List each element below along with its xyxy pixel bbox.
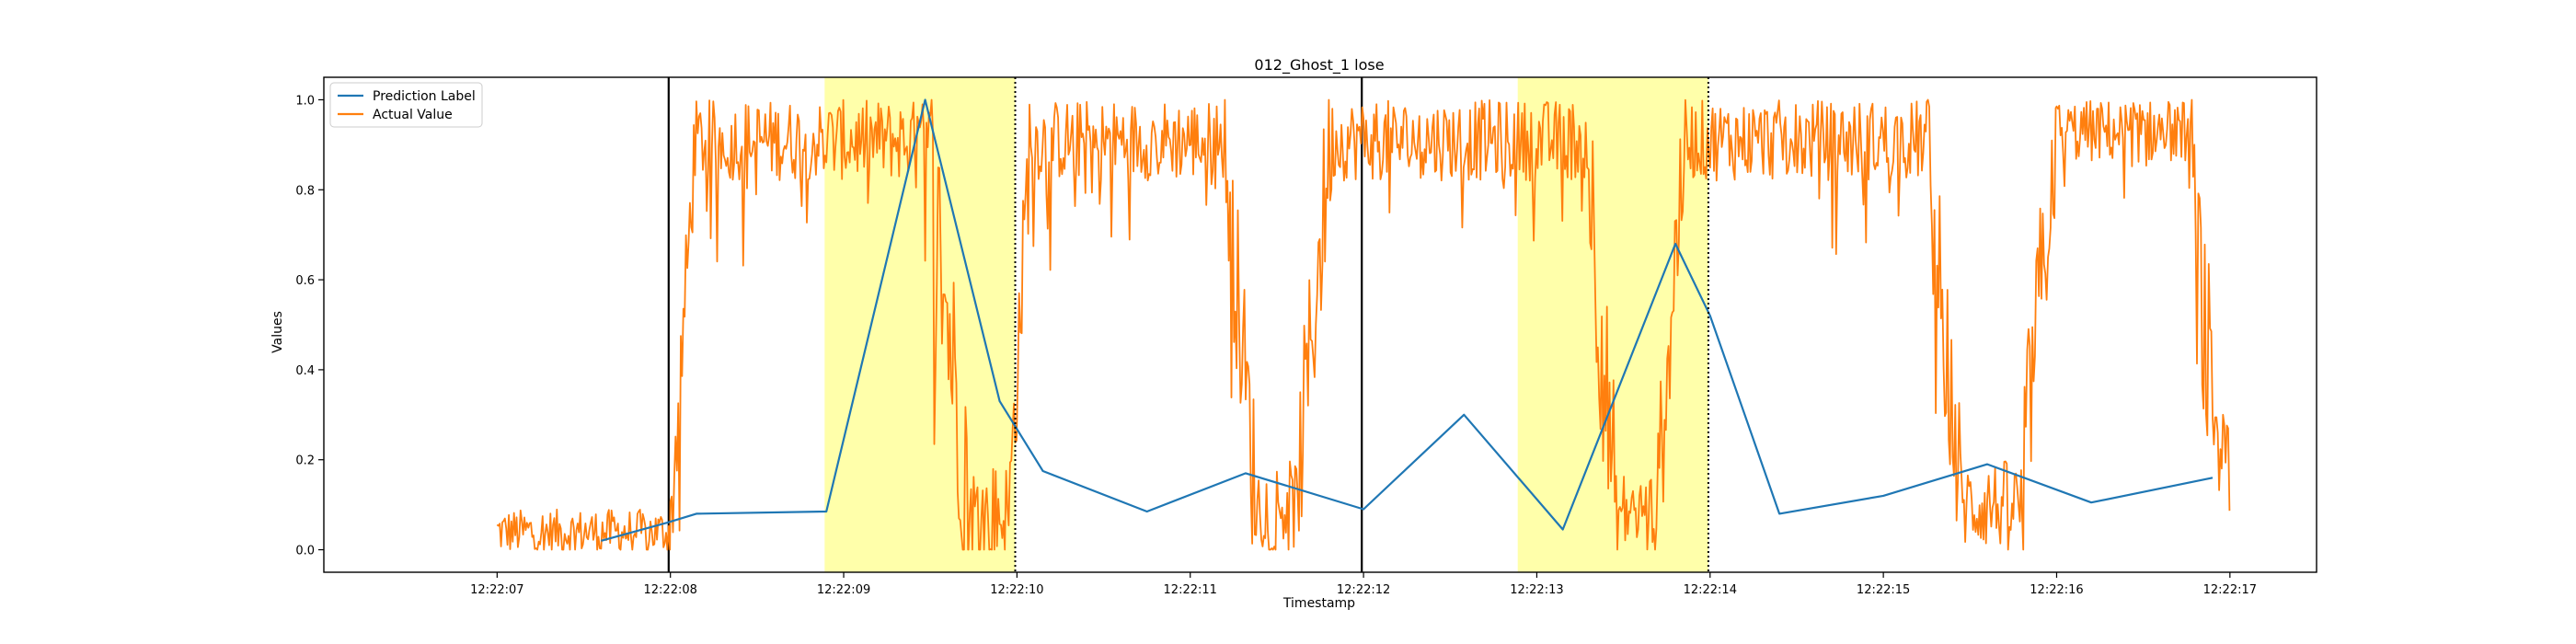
legend-label: Actual Value xyxy=(373,108,453,122)
x-tick-label: 12:22:07 xyxy=(470,583,523,597)
x-tick-label: 12:22:10 xyxy=(990,583,1043,597)
x-tick-label: 12:22:13 xyxy=(1510,583,1563,597)
y-axis-label: Values xyxy=(270,311,285,353)
x-axis-label: Timestamp xyxy=(1282,596,1355,611)
legend: Prediction Label Actual Value xyxy=(329,82,483,128)
y-tick-label: 0.4 xyxy=(295,364,315,378)
y-tick-label: 0.8 xyxy=(295,184,315,198)
y-tick-label: 1.0 xyxy=(295,94,315,108)
legend-box xyxy=(329,82,483,128)
legend-label: Prediction Label xyxy=(373,89,476,104)
x-tick-label: 12:22:08 xyxy=(644,583,697,597)
x-tick-label: 12:22:11 xyxy=(1164,583,1217,597)
highlight-span xyxy=(824,77,1016,572)
x-tick-label: 12:22:16 xyxy=(2030,583,2083,597)
x-tick-label: 12:22:15 xyxy=(1857,583,1910,597)
series-line-actual-value xyxy=(496,98,2231,551)
series-line-prediction-label xyxy=(601,98,2214,542)
x-tick-label: 12:22:17 xyxy=(2203,583,2257,597)
plot-area: 12:22:07 12:22:08 12:22:09 12:22:10 12:22:11… xyxy=(295,76,2317,597)
y-tick-label: 0.2 xyxy=(295,454,315,468)
x-tick-label: 12:22:09 xyxy=(817,583,870,597)
x-tick-label: 12:22:12 xyxy=(1337,583,1390,597)
plot-frame xyxy=(323,76,2317,573)
y-tick-label: 0.6 xyxy=(295,274,315,288)
x-tick-label: 12:22:14 xyxy=(1684,583,1737,597)
chart-title: 012_Ghost_1 lose xyxy=(1254,56,1384,75)
y-tick-label: 0.0 xyxy=(295,545,315,558)
